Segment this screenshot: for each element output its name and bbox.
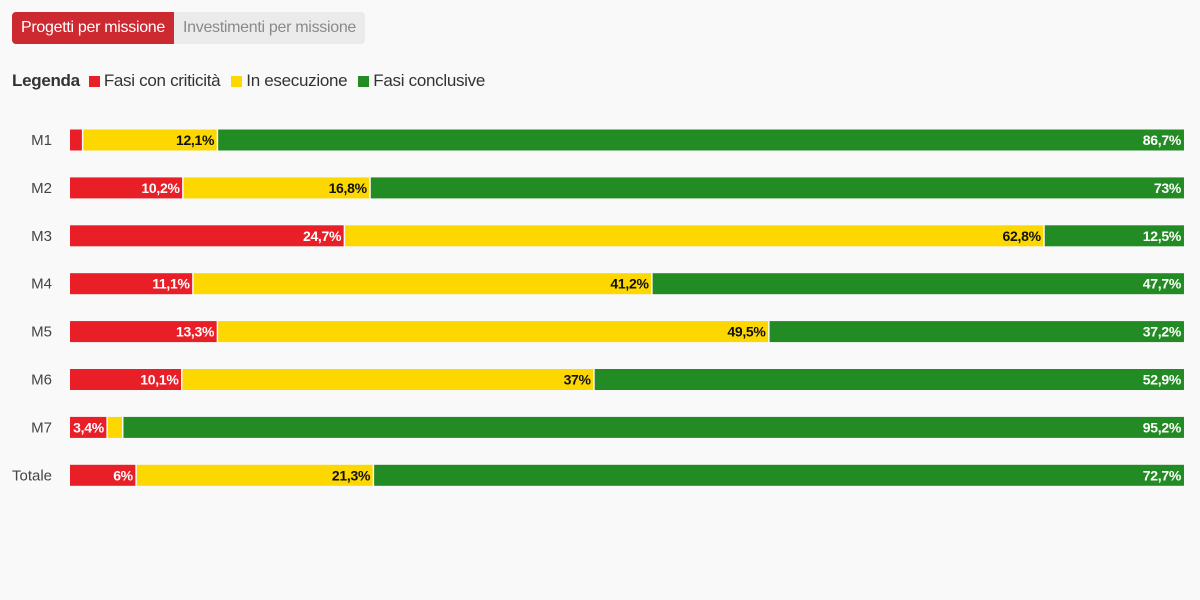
bar-segment[interactable]	[374, 464, 1184, 486]
data-label: 52,9%	[1143, 372, 1182, 388]
legend-item-esecuzione: In esecuzione	[231, 71, 348, 91]
bar-segment[interactable]	[652, 273, 1184, 295]
bar-row-totale: Totale 6% 21,3% 72,7%	[12, 464, 1184, 486]
bar-segment[interactable]	[70, 225, 344, 247]
data-label: 62,8%	[1003, 228, 1042, 244]
data-label: 47,7%	[1143, 276, 1182, 292]
category-label: M2	[31, 180, 52, 197]
data-label: 24,7%	[303, 228, 342, 244]
data-label: 11,1%	[152, 276, 190, 292]
bar-segment[interactable]	[70, 464, 136, 486]
bar-segment[interactable]	[218, 321, 769, 343]
bar-segment[interactable]	[345, 225, 1044, 247]
bar-row-m5: M5 13,3% 49,5% 37,2%	[31, 321, 1184, 343]
legend-label: Fasi conclusive	[373, 71, 486, 90]
bar-segment[interactable]	[70, 273, 193, 295]
legend-item-conclusive: Fasi conclusive	[358, 71, 485, 91]
bar-segment[interactable]	[183, 177, 370, 199]
legend-swatch-red	[88, 75, 100, 87]
legend-swatch-yellow	[231, 75, 243, 87]
category-label: Totale	[12, 467, 52, 484]
data-label: 10,1%	[140, 372, 179, 388]
bar-segment[interactable]	[769, 321, 1184, 343]
legend-label: Fasi con criticità	[103, 71, 221, 90]
category-label: M1	[31, 132, 52, 149]
tab-progetti-per-missione[interactable]: Progetti per missione	[12, 12, 174, 44]
data-label: 95,2%	[1143, 419, 1182, 435]
bar-segment[interactable]	[70, 369, 182, 390]
data-label: 73%	[1154, 180, 1182, 196]
legend-title: Legenda	[12, 71, 80, 90]
category-label: M3	[31, 228, 52, 245]
bar-segment[interactable]	[70, 177, 183, 199]
data-label: 49,5%	[727, 324, 766, 340]
bar-segment[interactable]	[70, 416, 107, 438]
data-label: 37%	[564, 372, 592, 388]
bar-row-m3: M3 24,7% 62,8% 12,5%	[31, 225, 1184, 247]
bar-segment[interactable]	[370, 177, 1184, 199]
category-label: M6	[31, 372, 52, 389]
data-label: 72,7%	[1143, 467, 1182, 483]
chart-legend: Legenda Fasi con criticità In esecuzione…	[12, 70, 496, 92]
tab-investimenti-per-missione[interactable]: Investimenti per missione	[183, 19, 357, 36]
bar-row-m4: M4 11,1% 41,2% 47,7%	[31, 273, 1184, 295]
data-label: 6%	[113, 467, 133, 483]
data-label: 16,8%	[329, 180, 368, 196]
data-label: 3,4%	[73, 419, 105, 435]
data-label: 12,1%	[176, 132, 215, 148]
legend-swatch-green	[358, 75, 370, 87]
data-label: 86,7%	[1143, 132, 1182, 148]
category-label: M5	[31, 324, 52, 341]
bar-segment[interactable]	[1044, 225, 1184, 247]
data-label: 12,5%	[1143, 228, 1182, 244]
data-label: 41,2%	[610, 276, 649, 292]
bar-segment[interactable]	[70, 321, 217, 343]
bar-segment[interactable]	[83, 129, 217, 151]
bar-row-m2: M2 10,2% 16,8% 73%	[31, 177, 1184, 199]
bar-row-m7: M7 3,4% 95,2%	[31, 416, 1184, 438]
bar-segment[interactable]	[182, 369, 594, 390]
bar-row-m6: M6 10,1% 37% 52,9%	[31, 369, 1184, 390]
view-tabs: Progetti per missione Investimenti per m…	[12, 12, 366, 44]
bar-segment[interactable]	[218, 129, 1185, 151]
data-label: 37,2%	[1143, 324, 1182, 340]
data-label: 10,2%	[141, 180, 180, 196]
bar-segment[interactable]	[123, 416, 1184, 438]
bar-segment[interactable]	[193, 273, 652, 295]
category-label: M7	[31, 419, 52, 436]
data-label: 21,3%	[332, 467, 371, 483]
bar-segment[interactable]	[594, 369, 1184, 390]
bar-segment[interactable]	[136, 464, 373, 486]
category-label: M4	[31, 276, 52, 293]
bar-segment[interactable]	[70, 129, 82, 151]
data-label: 13,3%	[176, 324, 215, 340]
legend-item-criticita: Fasi con criticità	[88, 71, 221, 91]
bar-row-m1: M1 12,1% 86,7%	[31, 129, 1185, 151]
bar-segment[interactable]	[107, 416, 122, 438]
legend-label: In esecuzione	[246, 71, 348, 90]
